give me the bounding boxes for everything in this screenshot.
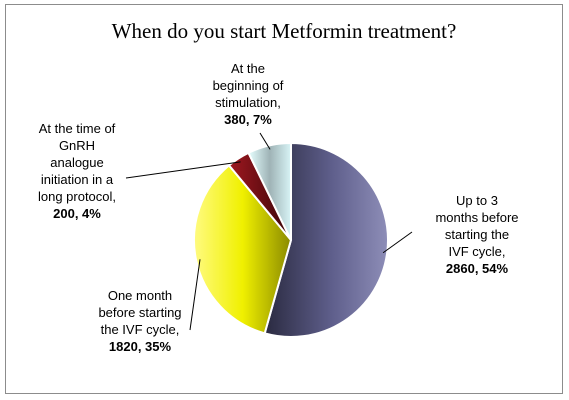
slice-label-beginning-of-stimulation: At the beginning of stimulation, 380, 7%: [183, 60, 313, 128]
pie-slice-beginning-of-stimulation: [247, 141, 292, 241]
slice-label-line: GnRH: [58, 138, 96, 153]
slice-value-label: 380, 7%: [224, 112, 272, 127]
slice-label-line: starting the: [444, 227, 510, 242]
slice-value-label: 2860, 54%: [445, 261, 509, 276]
slice-label-line: One month: [107, 288, 173, 303]
slice-label-line: long protocol,: [37, 189, 117, 204]
slice-label-gnrh-initiation: At the time of GnRH analogue initiation …: [12, 120, 142, 222]
pie-slice-one-month: [193, 163, 293, 335]
slice-label-line: beginning of: [212, 78, 284, 93]
leader-line-up-to-3-months: [382, 231, 413, 254]
slice-label-line: IVF cycle,: [448, 244, 506, 259]
slice-label-line: months before: [435, 210, 519, 225]
slice-label-line: before starting: [98, 305, 182, 320]
chart-title: When do you start Metformin treatment?: [111, 19, 457, 43]
leader-line-beginning-of-stimulation: [259, 132, 271, 150]
slice-label-up-to-3-months: Up to 3 months before starting the IVF c…: [412, 192, 542, 277]
leader-line-one-month: [189, 259, 201, 331]
slice-label-line: At the: [231, 61, 265, 76]
slice-value-label: 1820, 35%: [108, 339, 172, 354]
slice-label-line: stimulation,: [215, 95, 281, 110]
slice-label-line: initiation in a: [40, 172, 114, 187]
leader-line-gnrh-initiation: [125, 161, 241, 179]
slice-label-line: Up to 3: [456, 193, 498, 208]
slice-label-line: analogue: [50, 155, 104, 170]
slice-label-line: At the time of: [38, 121, 116, 136]
pie-slice-up-to-3-months: [263, 141, 389, 338]
leader-lines: [125, 132, 413, 331]
slice-value-label: 200, 4%: [53, 206, 101, 221]
pie-slices: [193, 141, 389, 338]
slice-label-line: the IVF cycle,: [100, 322, 180, 337]
slice-label-one-month: One month before starting the IVF cycle,…: [70, 287, 210, 355]
